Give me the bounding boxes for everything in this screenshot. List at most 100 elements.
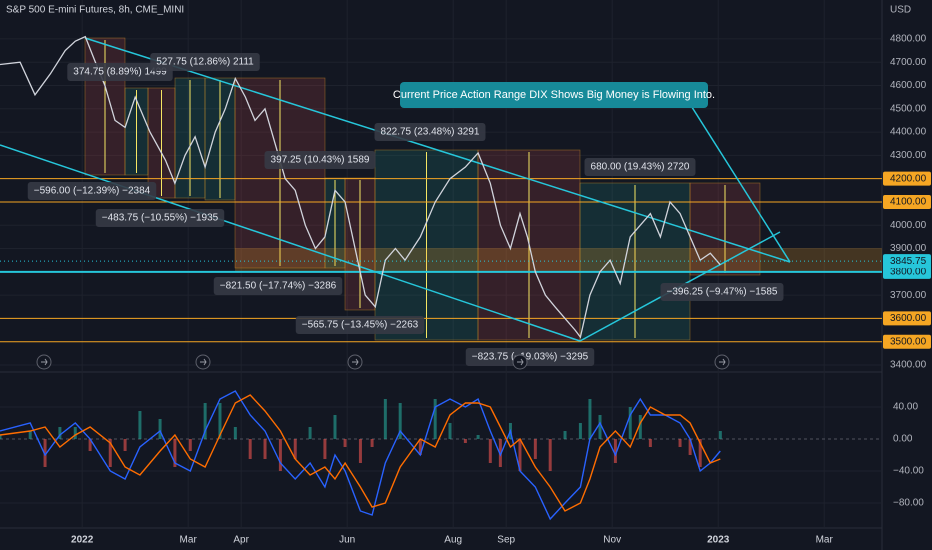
- measure-label: [95, 209, 225, 227]
- level-label-bg: [883, 171, 931, 186]
- histogram-bar: [88, 439, 92, 451]
- last-price-bg: [883, 254, 931, 269]
- x-tick-label: Apr: [233, 535, 249, 546]
- measure-bg: [27, 182, 157, 200]
- measure-text: 822.75 (23.48%) 3291: [381, 127, 480, 138]
- measure-text: 680.00 (19.43%) 2720: [591, 162, 690, 173]
- measure-text: −483.75 (−10.55%) −1935: [102, 213, 219, 224]
- x-tick-label: Mar: [180, 535, 198, 546]
- measure-text: 397.25 (10.43%) 1589: [271, 155, 370, 166]
- callout-pointer: [689, 103, 791, 263]
- histogram-bar: [323, 439, 327, 459]
- measure-bg: [95, 209, 225, 227]
- histogram-bar: [598, 415, 602, 439]
- y-tick-label: 3400.00: [890, 360, 927, 371]
- histogram-bar: [488, 439, 492, 463]
- y-tick-label: −40.00: [893, 466, 924, 477]
- measure-text: −565.75 (−13.45%) −2263: [302, 320, 419, 331]
- y-tick-label: −80.00: [893, 498, 924, 509]
- histogram-bar: [648, 439, 652, 447]
- histogram-bar: [293, 439, 297, 459]
- trend-line: [84, 37, 791, 263]
- measure-bg: [660, 283, 784, 301]
- measure-text: −821.50 (−17.74%) −3286: [220, 281, 337, 292]
- level-label-bg: [883, 334, 931, 349]
- histogram-bar: [628, 407, 632, 439]
- histogram-bar: [108, 439, 112, 467]
- y-tick-label: 4000.00: [890, 220, 927, 231]
- histogram-bar: [358, 439, 362, 463]
- x-tick-label: Sep: [497, 535, 515, 546]
- measure-bg: [213, 277, 343, 295]
- histogram-bar: [58, 427, 62, 439]
- measure-label: [67, 63, 173, 81]
- x-tick-label: Jun: [339, 535, 355, 546]
- event-icon-glyph: [41, 358, 48, 366]
- measure-label: [150, 53, 260, 71]
- event-icon-glyph: [200, 358, 207, 366]
- x-tick-label: 2023: [707, 535, 730, 546]
- event-icon-glyph: [352, 358, 359, 366]
- measure-text: −596.00 (−12.39%) −2384: [34, 186, 151, 197]
- y-tick-label: 3700.00: [890, 290, 927, 301]
- measure-bg: [584, 158, 696, 176]
- histogram-bar: [138, 411, 142, 439]
- level-label-bg: [883, 194, 931, 209]
- histogram-bar: [188, 439, 192, 451]
- measure-label: [374, 123, 486, 141]
- measure-bg: [465, 348, 595, 366]
- measure-text: 374.75 (8.89%) 1499: [73, 67, 167, 78]
- histogram-bar: [248, 439, 252, 459]
- histogram-bar: [158, 419, 162, 439]
- measure-text: −823.75 (−19.03%) −3295: [472, 352, 589, 363]
- y-tick-label: 4800.00: [890, 34, 927, 45]
- histogram-bar: [333, 415, 337, 439]
- histogram-bar: [43, 439, 47, 467]
- histogram-bar: [28, 431, 32, 439]
- histogram-bar: [263, 439, 267, 459]
- histogram-bar: [718, 431, 722, 439]
- y-tick-label: 0.00: [893, 434, 913, 445]
- histogram-bar: [463, 439, 467, 443]
- histogram-bar: [173, 439, 177, 467]
- measure-bg: [67, 63, 173, 81]
- measure-text: 527.75 (12.86%) 2111: [156, 57, 254, 68]
- histogram-bar: [0, 435, 2, 439]
- histogram-bar: [638, 415, 642, 439]
- measure-label: [295, 316, 425, 334]
- measure-label: [264, 151, 376, 169]
- histogram-bar: [498, 439, 502, 467]
- y-tick-label: 4300.00: [890, 150, 927, 161]
- histogram-bar: [448, 423, 452, 439]
- y-tick-label: 4500.00: [890, 103, 927, 114]
- measure-label: [465, 348, 595, 366]
- callout-text: Current Price Action Range DIX Shows Big…: [393, 89, 715, 101]
- histogram-bar: [398, 403, 402, 439]
- x-tick-label: Aug: [444, 535, 462, 546]
- price-line: [0, 390, 721, 521]
- histogram-bar: [343, 439, 347, 447]
- level-label: 3500.00: [890, 336, 927, 347]
- histogram-bar: [588, 399, 592, 439]
- histogram-bar: [418, 439, 422, 455]
- histogram-bar: [563, 431, 567, 439]
- y-tick-label: 40.00: [893, 402, 918, 413]
- level-label-bg: [883, 264, 931, 279]
- measure-bg: [374, 123, 486, 141]
- last-price-label: 3845.75: [890, 256, 927, 267]
- measure-label: [213, 277, 343, 295]
- histogram-bar: [308, 427, 312, 439]
- histogram-bar: [476, 435, 480, 439]
- y-tick-label: 4700.00: [890, 57, 927, 68]
- measure-label: [660, 283, 784, 301]
- measure-label: [27, 182, 157, 200]
- histogram-bar: [698, 439, 702, 467]
- y-tick-label: 4600.00: [890, 80, 927, 91]
- x-tick-label: Nov: [603, 535, 621, 546]
- histogram-bar: [433, 399, 437, 439]
- measure-label: [584, 158, 696, 176]
- histogram-bar: [73, 427, 77, 439]
- level-label: 4100.00: [890, 197, 927, 208]
- y-tick-label: 4400.00: [890, 127, 927, 138]
